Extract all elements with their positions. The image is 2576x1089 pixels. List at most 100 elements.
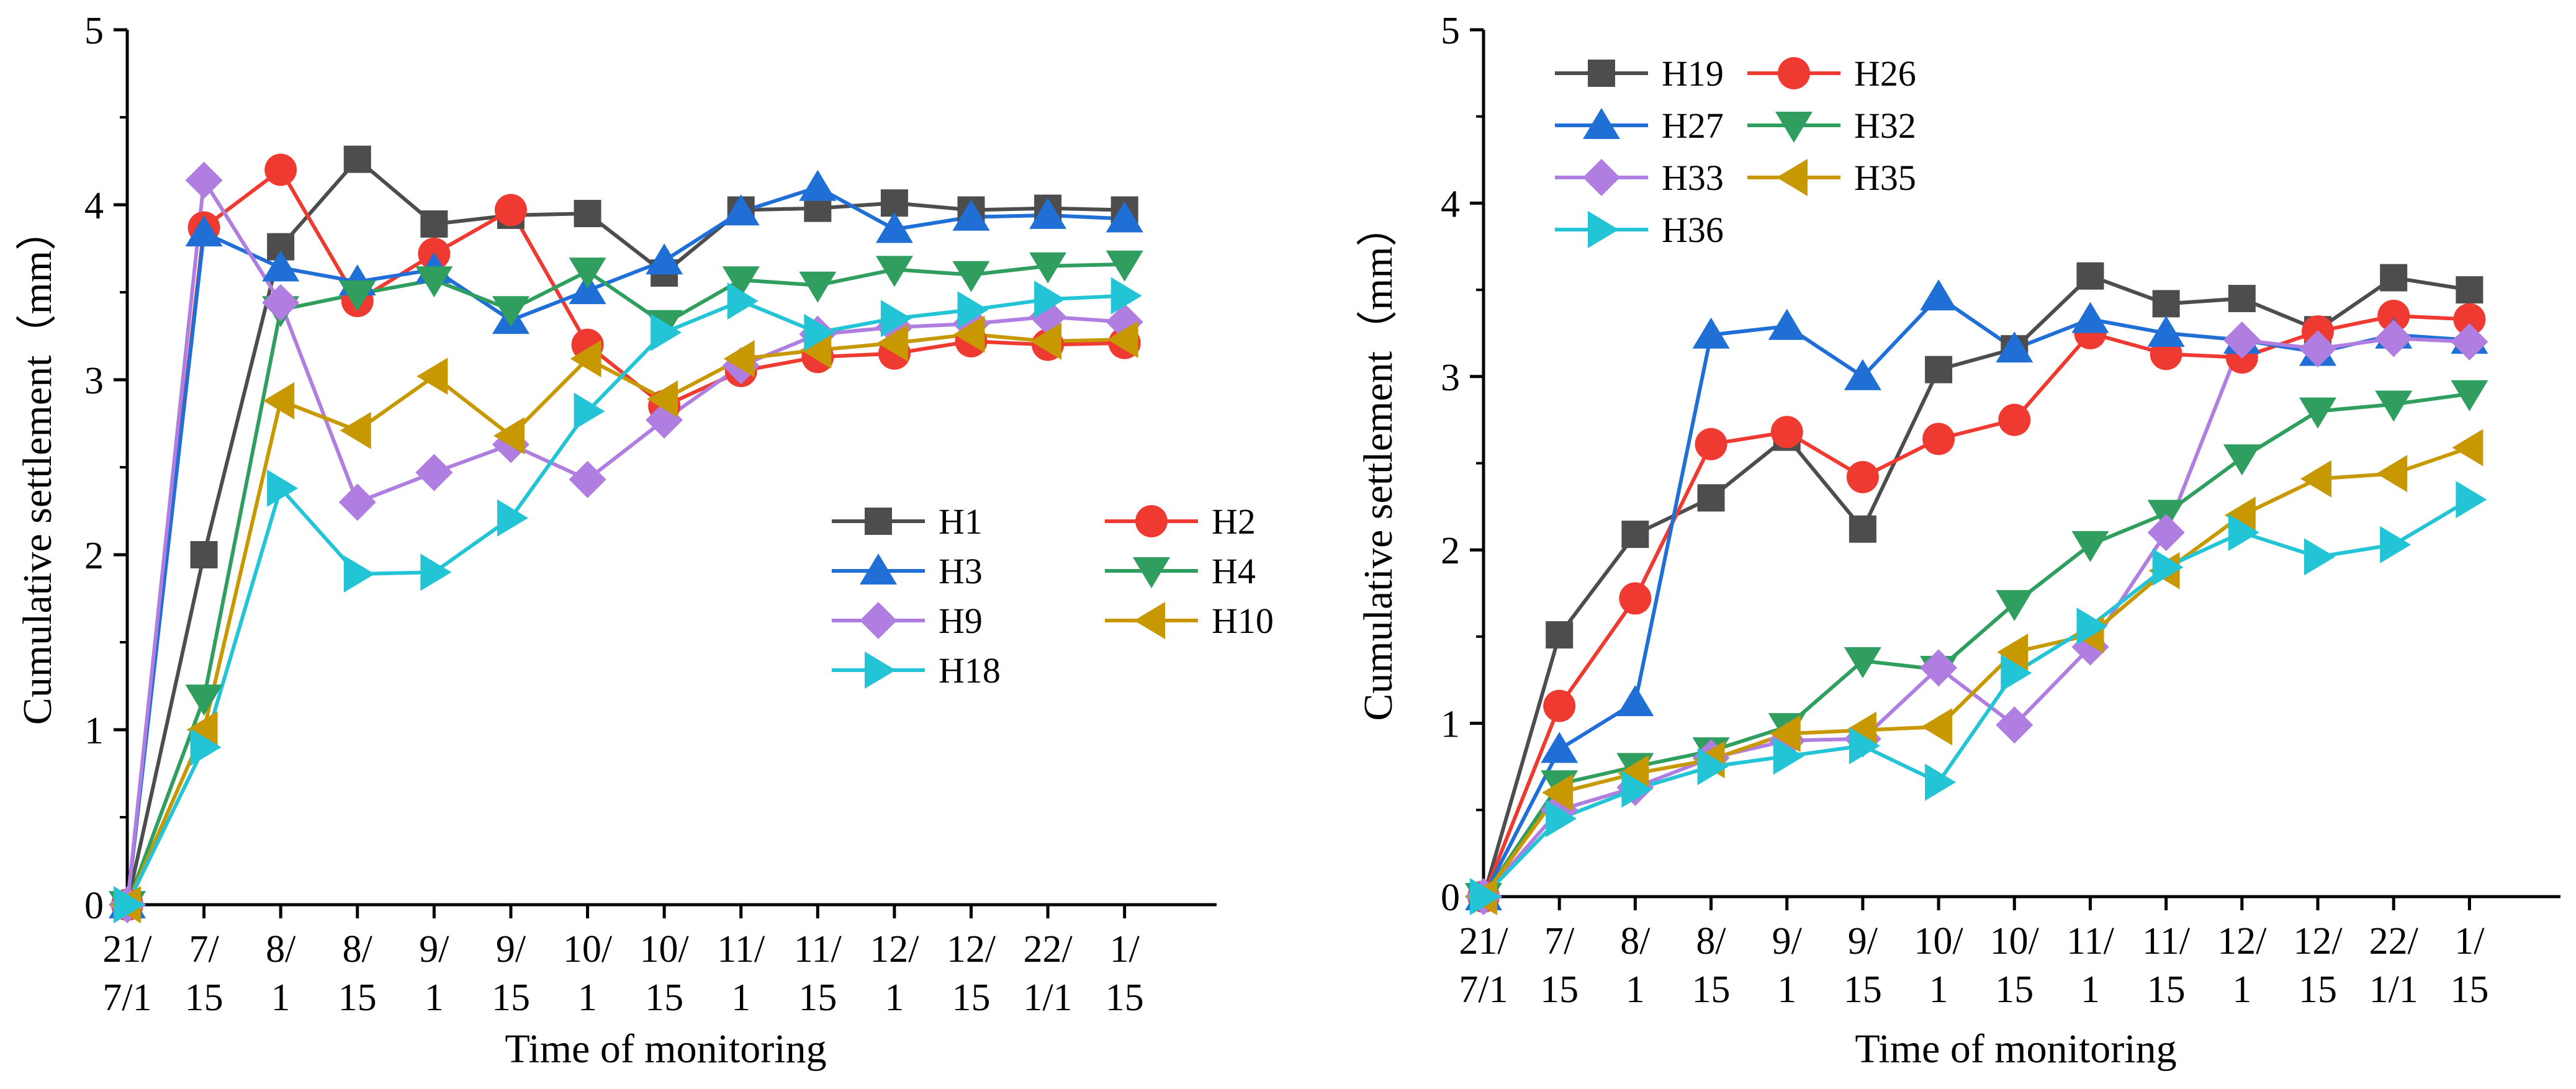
data-point-h33 — [2375, 320, 2413, 357]
data-point-h4 — [1029, 252, 1067, 284]
data-point-h18 — [880, 300, 912, 338]
y-tick-label: 5 — [84, 10, 104, 52]
data-point-h18 — [1034, 280, 1066, 318]
data-point-h18 — [190, 728, 222, 766]
x-tick-label-line2: 1 — [2081, 969, 2100, 1011]
data-point-h26 — [2453, 303, 2486, 336]
data-point-h18 — [727, 282, 759, 320]
legend-marker-h33 — [1583, 159, 1620, 196]
x-tick-label-line2: 1 — [271, 977, 290, 1019]
x-tick-label-line1: 8/ — [1696, 920, 1726, 962]
legend-label-h32: H32 — [1854, 105, 1916, 146]
y-tick-label: 3 — [84, 360, 104, 402]
data-point-h4 — [415, 266, 453, 298]
data-point-h32 — [2451, 380, 2488, 411]
data-point-h26 — [1770, 416, 1803, 449]
data-point-h4 — [722, 266, 760, 298]
data-point-h27 — [1920, 279, 1958, 311]
x-tick-label-line2: 15 — [1106, 977, 1144, 1019]
data-point-h33 — [2451, 323, 2488, 361]
data-point-h27 — [1768, 308, 1806, 340]
legend-label-h3: H3 — [939, 551, 983, 591]
data-point-h32 — [2375, 390, 2413, 422]
x-tick-label-line1: 21/ — [1459, 920, 1508, 962]
x-tick-label-line2: 15 — [492, 977, 530, 1019]
x-tick-label-line2: 15 — [952, 977, 991, 1019]
data-point-h18 — [957, 291, 989, 329]
data-point-h4 — [338, 280, 376, 311]
data-point-h35 — [2224, 496, 2256, 534]
x-tick-label-line1: 9/ — [496, 928, 526, 970]
data-point-h9 — [185, 161, 223, 199]
x-tick-label-line2: 15 — [2147, 969, 2186, 1011]
legend-marker-h27 — [1583, 108, 1620, 139]
y-tick-label: 2 — [84, 535, 104, 577]
legend-marker-h32 — [1775, 112, 1813, 143]
data-point-h32 — [1844, 647, 1881, 679]
y-tick-label: 0 — [84, 885, 104, 927]
y-tick-label: 2 — [1441, 530, 1460, 572]
data-point-h27 — [2071, 302, 2109, 333]
legend-label-h36: H36 — [1662, 210, 1724, 250]
legend-label-h19: H19 — [1662, 53, 1724, 94]
x-tick-label-line2: 15 — [1540, 969, 1578, 1011]
data-point-h10 — [723, 340, 755, 378]
data-point-h26 — [1998, 403, 2031, 436]
data-point-h19 — [1621, 521, 1649, 549]
data-point-h10 — [1030, 322, 1062, 360]
x-tick-label-line1: 10/ — [1990, 920, 2040, 962]
x-tick-label-line1: 7/ — [189, 928, 219, 970]
left-chart-panel: 0 1 2 3 4 5 21/7/1 7/15 8/1 8/15 9/1 9/15 10/1 10/15 1… — [15, 10, 1274, 1072]
data-point-h3 — [799, 169, 837, 201]
legend-label-h1: H1 — [939, 501, 983, 542]
x-tick-label-line2: 1 — [885, 977, 904, 1019]
data-point-h18 — [343, 555, 375, 593]
data-point-h19 — [2380, 264, 2408, 292]
data-point-h10 — [340, 411, 371, 449]
data-point-h26 — [2377, 300, 2410, 333]
data-point-h19 — [2456, 276, 2484, 304]
legend-label-h26: H26 — [1854, 53, 1916, 94]
data-point-h35 — [1921, 708, 1953, 746]
data-point-h19 — [1697, 484, 1725, 512]
x-tick-label-line1: 9/ — [419, 928, 449, 970]
data-point-h33 — [2223, 321, 2261, 359]
data-point-h3 — [646, 243, 683, 275]
x-tick-label-line2: 15 — [2299, 969, 2337, 1011]
data-point-h1 — [343, 145, 371, 173]
data-point-h19 — [2228, 285, 2256, 313]
data-point-h33 — [2147, 514, 2185, 552]
x-tick-label-line2: 1 — [1777, 969, 1796, 1011]
data-point-h18 — [574, 392, 605, 430]
x-tick-label-line2: 1 — [425, 977, 444, 1019]
data-point-h18 — [804, 313, 835, 351]
data-point-h36 — [1925, 763, 1957, 801]
data-point-h10 — [263, 382, 295, 419]
data-point-h33 — [1920, 649, 1958, 687]
data-point-h36 — [2380, 526, 2412, 563]
x-tick-label-line2: 7/1 — [1459, 969, 1508, 1011]
data-point-h1 — [190, 541, 218, 568]
data-point-h3 — [569, 273, 606, 305]
data-point-h32 — [2223, 444, 2261, 476]
x-tick-label-line1: 1/ — [2454, 920, 2485, 962]
data-point-h36 — [1621, 770, 1653, 808]
data-point-h18 — [114, 886, 145, 923]
x-tick-label-line2: 15 — [1844, 969, 1882, 1011]
legend-marker-h3 — [860, 553, 897, 585]
x-tick-label-line1: 11/ — [2066, 920, 2115, 962]
data-point-h32 — [2299, 397, 2337, 429]
x-tick-label-line2: 1 — [1929, 969, 1948, 1011]
x-tick-label-line1: 11/ — [794, 928, 842, 970]
series-line-h35 — [1482, 446, 2470, 898]
data-point-h26 — [1922, 423, 1955, 455]
data-point-h18 — [651, 313, 682, 351]
data-point-h9 — [262, 284, 300, 321]
y-tick-label: 5 — [1441, 10, 1460, 52]
data-point-h26 — [1619, 582, 1652, 615]
x-tick-label-line1: 12/ — [2293, 920, 2343, 962]
x-tick-label-line1: 8/ — [266, 928, 296, 970]
data-point-h26 — [1846, 460, 1879, 493]
legend-marker-h1 — [865, 508, 892, 535]
x-tick-label-line2: 15 — [2450, 969, 2488, 1011]
